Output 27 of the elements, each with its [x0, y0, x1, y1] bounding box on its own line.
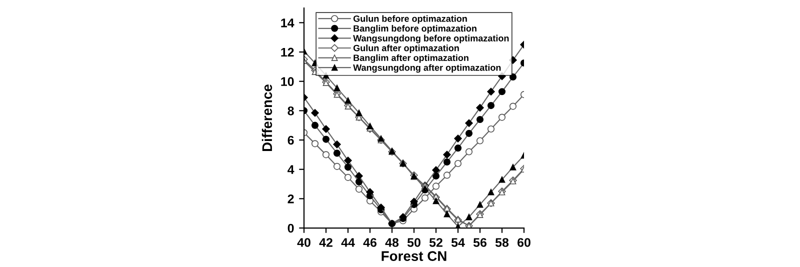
x-axis-title: Forest CN — [382, 251, 446, 261]
y-tick-label: 6 — [288, 136, 294, 145]
x-tick-label: 48 — [385, 238, 399, 247]
x-tick-label: 52 — [429, 238, 442, 247]
x-tick-label: 54 — [451, 238, 465, 247]
legend-label: Banglim after optimazation — [354, 54, 468, 63]
y-tick-label: 10 — [281, 77, 294, 86]
x-tick-label: 46 — [363, 238, 376, 247]
legend-label: Gulun after optimazation — [353, 44, 459, 54]
x-tick-label: 56 — [473, 238, 486, 247]
legend-label: Banglim before optimazation — [354, 25, 476, 34]
y-tick-label: 2 — [288, 194, 294, 204]
x-tick-label: 60 — [518, 238, 530, 247]
x-tick-label: 40 — [297, 238, 310, 247]
x-tick-label: 42 — [319, 238, 332, 247]
legend-label: Wangsungdong after optimazation — [353, 64, 501, 73]
y-tick-label: 14 — [281, 18, 294, 28]
y-tick-label: 0 — [288, 224, 294, 233]
y-tick-label: 8 — [288, 106, 294, 116]
x-tick-label: 50 — [407, 238, 420, 247]
y-axis-title: Difference — [262, 84, 272, 152]
legend-label: Wangsungdong before optimazation — [353, 34, 509, 44]
x-tick-label: 44 — [341, 238, 355, 247]
y-tick-label: 4 — [288, 165, 294, 174]
x-tick-label: 58 — [495, 238, 509, 247]
legend-label: Gulun before optimazation — [353, 15, 467, 24]
y-tick-label: 12 — [281, 48, 294, 57]
